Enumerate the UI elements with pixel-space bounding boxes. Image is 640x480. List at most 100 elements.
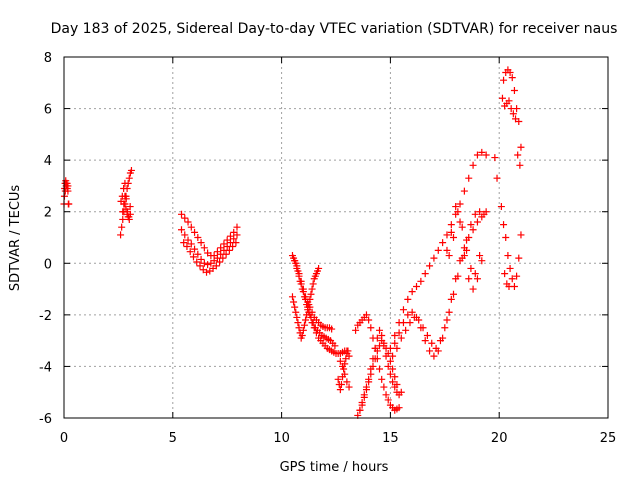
data-point bbox=[345, 383, 353, 391]
data-point bbox=[178, 210, 186, 218]
data-point bbox=[406, 319, 414, 327]
y-tick-label: -2 bbox=[39, 309, 52, 324]
data-point bbox=[118, 192, 126, 200]
data-series bbox=[352, 311, 405, 419]
data-point bbox=[344, 347, 352, 355]
plot-frame bbox=[63, 56, 609, 419]
data-point bbox=[389, 365, 397, 373]
data-point bbox=[120, 185, 128, 193]
data-point bbox=[404, 311, 412, 319]
data-point bbox=[508, 74, 516, 82]
data-point bbox=[299, 285, 307, 293]
data-point bbox=[456, 257, 464, 265]
data-point bbox=[328, 325, 336, 333]
data-point bbox=[413, 313, 421, 321]
data-point bbox=[219, 254, 227, 262]
data-point bbox=[336, 386, 344, 394]
data-point bbox=[194, 234, 202, 241]
data-series bbox=[491, 66, 525, 290]
data-point bbox=[450, 290, 458, 298]
data-point bbox=[469, 161, 477, 169]
data-point bbox=[200, 244, 208, 252]
data-point bbox=[452, 275, 460, 283]
data-point bbox=[181, 214, 189, 222]
data-point bbox=[430, 352, 438, 360]
data-point bbox=[508, 275, 516, 283]
data-point bbox=[469, 226, 477, 234]
axis-ticks: 0 5 10 15 20 25 -6 -4 -2 0 2 4 6 8 bbox=[39, 51, 616, 446]
data-point bbox=[369, 355, 377, 363]
data-point bbox=[193, 258, 201, 266]
data-point bbox=[184, 236, 192, 244]
data-point bbox=[399, 319, 407, 327]
y-tick-label: 0 bbox=[44, 257, 52, 272]
data-point bbox=[356, 406, 364, 414]
x-tick-label: 15 bbox=[382, 431, 399, 446]
x-tick-label: 20 bbox=[491, 431, 508, 446]
data-point bbox=[509, 110, 517, 118]
data-point bbox=[463, 246, 471, 254]
data-point bbox=[465, 234, 473, 241]
x-tick-label: 25 bbox=[600, 431, 617, 446]
x-tick-label: 10 bbox=[273, 431, 290, 446]
data-series bbox=[334, 347, 353, 394]
data-point bbox=[467, 264, 475, 272]
data-point bbox=[331, 342, 339, 350]
data-point bbox=[505, 97, 513, 105]
data-point bbox=[118, 223, 126, 231]
data-point bbox=[61, 187, 69, 195]
data-point bbox=[391, 383, 399, 391]
y-tick-label: 2 bbox=[44, 206, 52, 221]
data-point bbox=[517, 231, 525, 239]
data-point bbox=[194, 250, 202, 258]
chart-title: Day 183 of 2025, Sidereal Day-to-day VTE… bbox=[51, 21, 618, 37]
data-series bbox=[178, 210, 241, 276]
data-point bbox=[203, 268, 211, 276]
data-point bbox=[471, 270, 479, 278]
data-point bbox=[454, 208, 462, 216]
data-point bbox=[397, 388, 405, 396]
data-point bbox=[507, 105, 515, 113]
data-point bbox=[402, 326, 410, 334]
data-point bbox=[445, 252, 453, 260]
data-point bbox=[413, 282, 421, 290]
data-point bbox=[389, 352, 397, 360]
data-point bbox=[125, 213, 133, 221]
data-point bbox=[178, 226, 186, 234]
data-point bbox=[434, 347, 442, 355]
data-point bbox=[513, 272, 521, 280]
data-point bbox=[334, 375, 342, 383]
data-points bbox=[60, 66, 525, 419]
data-point bbox=[216, 258, 224, 266]
data-point bbox=[506, 264, 514, 272]
data-point bbox=[291, 303, 299, 311]
data-point bbox=[456, 218, 464, 226]
data-point bbox=[441, 324, 449, 332]
data-point bbox=[365, 316, 373, 324]
data-point bbox=[469, 285, 477, 293]
data-point bbox=[512, 115, 520, 123]
data-point bbox=[384, 396, 392, 404]
data-point bbox=[506, 68, 514, 76]
data-point bbox=[386, 357, 394, 365]
data-point bbox=[299, 326, 307, 334]
data-point bbox=[421, 337, 429, 345]
data-point bbox=[482, 208, 490, 216]
data-point bbox=[505, 282, 513, 290]
data-point bbox=[426, 347, 434, 355]
data-point bbox=[399, 306, 407, 314]
data-point bbox=[294, 319, 302, 327]
data-point bbox=[122, 195, 130, 203]
data-point bbox=[378, 375, 386, 383]
data-point bbox=[191, 245, 199, 253]
data-point bbox=[391, 339, 399, 347]
x-tick-label: 5 bbox=[169, 431, 177, 446]
data-series bbox=[288, 252, 351, 358]
data-point bbox=[336, 357, 344, 365]
data-point bbox=[308, 308, 316, 316]
data-point bbox=[421, 270, 429, 278]
data-point bbox=[183, 243, 191, 251]
data-point bbox=[362, 311, 370, 319]
data-point bbox=[367, 365, 375, 373]
data-point bbox=[307, 290, 315, 298]
